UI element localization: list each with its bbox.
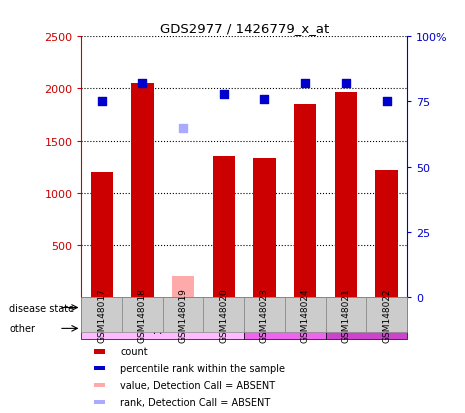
Text: GSM148024: GSM148024 (301, 288, 310, 342)
FancyBboxPatch shape (244, 318, 326, 339)
Bar (294, 105, 316, 297)
Point (301, 81, 309, 87)
Bar (375, 171, 398, 297)
Point (98, 99, 106, 105)
Bar (91, 173, 113, 297)
Bar (253, 159, 276, 297)
Text: GSM148018: GSM148018 (138, 287, 147, 342)
Point (179, 125, 187, 131)
Text: GSM148017: GSM148017 (97, 287, 106, 342)
Text: GSM148019: GSM148019 (179, 287, 187, 342)
FancyBboxPatch shape (163, 297, 244, 318)
Text: infected: infected (306, 303, 345, 313)
Bar (94, 366, 105, 370)
Bar (94, 383, 105, 387)
Text: not applicable: not applicable (128, 324, 198, 334)
Text: rank, Detection Call = ABSENT: rank, Detection Call = ABSENT (120, 397, 271, 407)
Bar (94, 349, 105, 354)
Text: GSM148020: GSM148020 (219, 287, 228, 342)
Text: count: count (120, 347, 148, 356)
Text: mock-infected: mock-infected (169, 303, 238, 313)
Text: disease state: disease state (9, 303, 74, 313)
FancyBboxPatch shape (244, 297, 407, 318)
Bar (94, 400, 105, 404)
FancyBboxPatch shape (81, 318, 244, 339)
FancyBboxPatch shape (81, 297, 163, 318)
Text: other: other (9, 324, 35, 334)
Text: uninfected: uninfected (96, 303, 148, 313)
Title: GDS2977 / 1426779_x_at: GDS2977 / 1426779_x_at (159, 21, 329, 35)
Point (220, 91, 227, 98)
Text: value, Detection Call = ABSENT: value, Detection Call = ABSENT (120, 380, 276, 390)
Point (383, 99, 390, 105)
Bar (213, 157, 235, 297)
Bar (131, 84, 153, 297)
Bar (172, 277, 194, 297)
Text: GSM148021: GSM148021 (341, 287, 350, 342)
Point (342, 81, 350, 87)
Text: GSM148023: GSM148023 (260, 287, 269, 342)
Text: percentile rank within the sample: percentile rank within the sample (120, 363, 286, 373)
Text: distal: distal (353, 324, 379, 334)
Text: proximal: proximal (264, 324, 306, 334)
Text: GSM148022: GSM148022 (382, 288, 391, 342)
FancyBboxPatch shape (326, 318, 407, 339)
Point (139, 81, 146, 87)
Point (261, 96, 268, 103)
Bar (335, 93, 357, 297)
